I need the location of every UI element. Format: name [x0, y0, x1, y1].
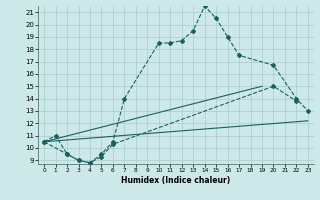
- X-axis label: Humidex (Indice chaleur): Humidex (Indice chaleur): [121, 176, 231, 185]
